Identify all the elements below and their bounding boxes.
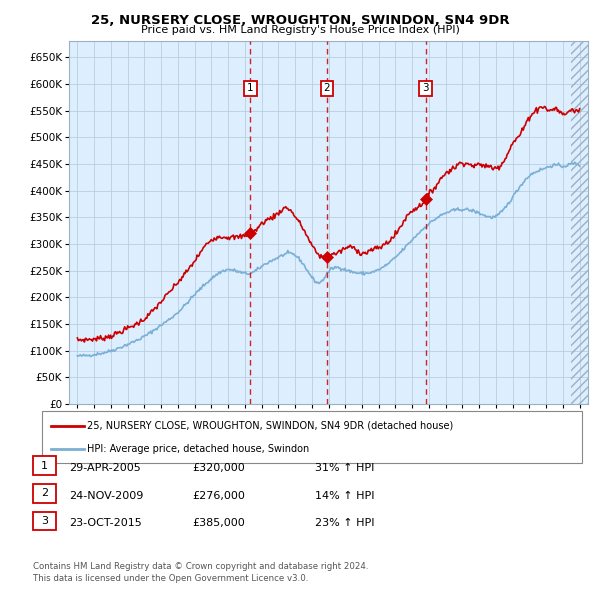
Text: 2: 2 bbox=[323, 83, 330, 93]
Text: 31% ↑ HPI: 31% ↑ HPI bbox=[315, 463, 374, 473]
Bar bbox=[571, 41, 588, 404]
Text: 29-APR-2005: 29-APR-2005 bbox=[69, 463, 141, 473]
Text: Contains HM Land Registry data © Crown copyright and database right 2024.: Contains HM Land Registry data © Crown c… bbox=[33, 562, 368, 571]
Text: 2: 2 bbox=[41, 489, 48, 498]
Text: 14% ↑ HPI: 14% ↑ HPI bbox=[315, 491, 374, 500]
Text: 23-OCT-2015: 23-OCT-2015 bbox=[69, 519, 142, 528]
Text: £276,000: £276,000 bbox=[192, 491, 245, 500]
Text: 25, NURSERY CLOSE, WROUGHTON, SWINDON, SN4 9DR (detached house): 25, NURSERY CLOSE, WROUGHTON, SWINDON, S… bbox=[87, 421, 453, 431]
Text: This data is licensed under the Open Government Licence v3.0.: This data is licensed under the Open Gov… bbox=[33, 574, 308, 583]
Text: 25, NURSERY CLOSE, WROUGHTON, SWINDON, SN4 9DR: 25, NURSERY CLOSE, WROUGHTON, SWINDON, S… bbox=[91, 14, 509, 27]
Text: HPI: Average price, detached house, Swindon: HPI: Average price, detached house, Swin… bbox=[87, 444, 309, 454]
Text: Price paid vs. HM Land Registry's House Price Index (HPI): Price paid vs. HM Land Registry's House … bbox=[140, 25, 460, 35]
Text: 1: 1 bbox=[247, 83, 254, 93]
Text: 24-NOV-2009: 24-NOV-2009 bbox=[69, 491, 143, 500]
Text: £320,000: £320,000 bbox=[192, 463, 245, 473]
Text: 3: 3 bbox=[422, 83, 429, 93]
Text: 23% ↑ HPI: 23% ↑ HPI bbox=[315, 519, 374, 528]
Text: £385,000: £385,000 bbox=[192, 519, 245, 528]
Text: 1: 1 bbox=[41, 461, 48, 470]
Text: 3: 3 bbox=[41, 516, 48, 526]
